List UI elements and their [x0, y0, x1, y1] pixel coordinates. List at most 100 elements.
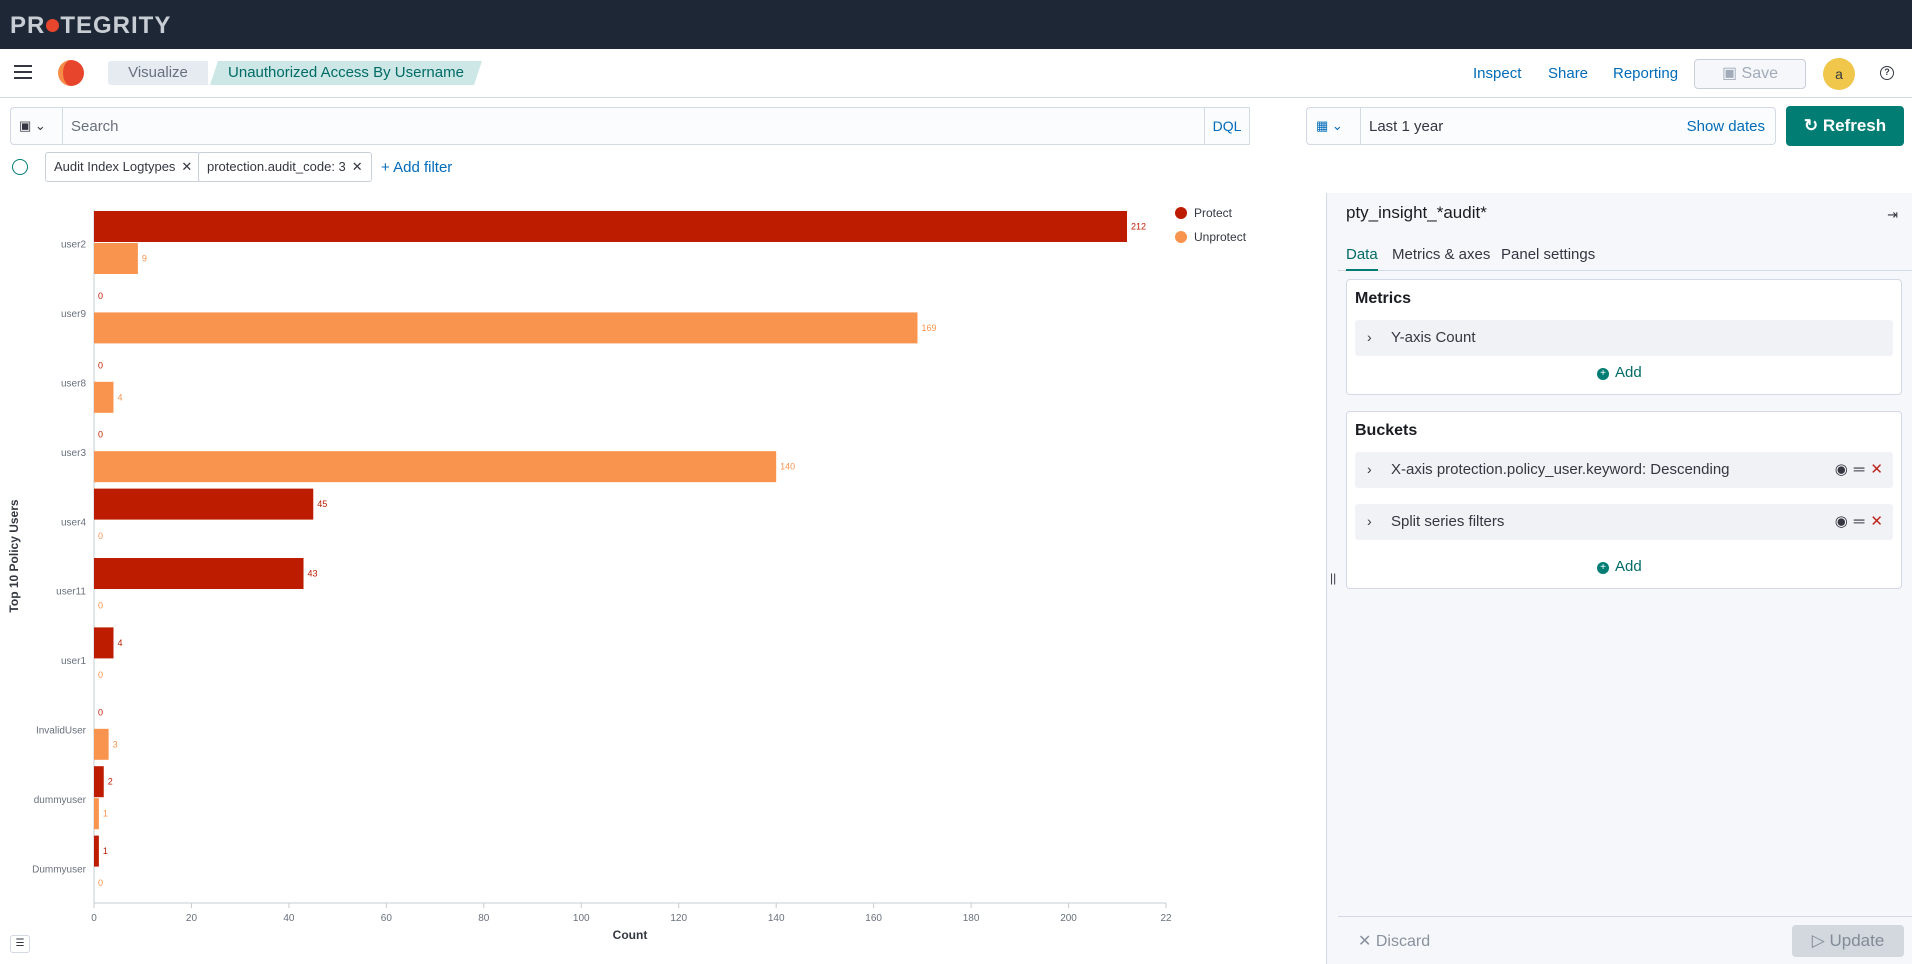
- save-icon: ▣: [1721, 65, 1742, 82]
- x-tick-label: 120: [670, 913, 687, 924]
- buckets-title: Buckets: [1355, 422, 1418, 439]
- filter-pill[interactable]: protection.audit_code: 3 ✕: [198, 152, 372, 182]
- bucket-row[interactable]: › X-axis protection.policy_user.keyword:…: [1355, 452, 1893, 488]
- saved-query-button[interactable]: ▣ ⌄: [10, 107, 62, 145]
- date-quick-menu[interactable]: ▦ ⌄: [1306, 107, 1360, 145]
- resize-handle[interactable]: ||: [1326, 193, 1338, 964]
- index-pattern-title: pty_insight_*audit*: [1346, 203, 1487, 222]
- date-range-value[interactable]: Last 1 year: [1369, 118, 1444, 135]
- help-icon[interactable]: ?: [1880, 66, 1894, 80]
- bar-protect: [94, 488, 314, 520]
- y-axis-title: Top 10 Policy Users: [7, 499, 21, 612]
- chevron-right-icon[interactable]: ›: [1367, 461, 1372, 477]
- remove-icon[interactable]: ✕: [1870, 513, 1883, 530]
- remove-icon[interactable]: ✕: [1870, 461, 1883, 478]
- x-tick-label: 20: [186, 913, 198, 924]
- refresh-button[interactable]: ↻ Refresh: [1786, 106, 1904, 146]
- breadcrumb-visualize[interactable]: Visualize: [108, 61, 208, 85]
- drag-handle-icon[interactable]: ═: [1853, 461, 1865, 478]
- saved-query-icon: ▣ ⌄: [19, 118, 46, 133]
- legend-label: Unprotect: [1194, 230, 1247, 244]
- y-tick-label: dummyuser: [34, 795, 87, 806]
- discard-button[interactable]: ✕ Discard: [1358, 933, 1431, 950]
- data-label: 2: [108, 777, 113, 787]
- app-header: Visualize Unauthorized Access By Usernam…: [0, 49, 1912, 98]
- y-tick-label: user9: [61, 309, 86, 320]
- share-link[interactable]: Share: [1548, 65, 1589, 82]
- chevron-right-icon[interactable]: ›: [1367, 513, 1372, 529]
- data-label: 212: [1131, 222, 1146, 232]
- legend-marker: [1175, 207, 1187, 219]
- search-input[interactable]: [63, 108, 1163, 144]
- drag-handle-icon[interactable]: ═: [1853, 513, 1865, 530]
- legend-label: Protect: [1194, 206, 1233, 220]
- data-label: 3: [113, 739, 118, 749]
- bar-chart: 0 20 40 60 80 100 120 140 160 180 200 22user22129us…: [7, 206, 1247, 942]
- bar-unprotect: [94, 798, 99, 830]
- app-logo-icon[interactable]: [58, 60, 84, 86]
- metrics-panel: Metrics › Y-axis Count + Add: [1346, 279, 1902, 395]
- close-icon[interactable]: ✕: [351, 159, 363, 174]
- filter-pill[interactable]: Audit Index Logtypes ✕: [45, 152, 202, 182]
- inspect-link[interactable]: Inspect: [1473, 65, 1522, 82]
- x-tick-label: 200: [1060, 913, 1077, 924]
- data-label: 4: [117, 638, 122, 648]
- bar-unprotect: [94, 728, 109, 760]
- top-bar: PR TEGRITY: [0, 0, 1912, 49]
- reporting-link[interactable]: Reporting: [1613, 65, 1679, 82]
- query-bar: ▣ ⌄ DQL ▦ ⌄ Last 1 year Show dates ↻ Ref…: [0, 98, 1912, 154]
- query-language-button[interactable]: DQL: [1204, 108, 1249, 144]
- plus-icon: +: [1597, 562, 1609, 574]
- avatar[interactable]: a: [1823, 58, 1855, 90]
- save-button[interactable]: ▣ Save: [1694, 59, 1806, 89]
- metrics-title: Metrics: [1355, 290, 1412, 307]
- add-filter-button[interactable]: + Add filter: [381, 159, 453, 176]
- y-tick-label: user3: [61, 448, 86, 459]
- tab-data[interactable]: Data: [1346, 246, 1378, 271]
- legend-toggle-icon[interactable]: ☰: [10, 935, 30, 953]
- menu-icon[interactable]: [14, 65, 32, 79]
- x-tick-label: 22: [1160, 913, 1172, 924]
- y-tick-label: user1: [61, 656, 86, 667]
- x-tick-label: 140: [768, 913, 785, 924]
- bar-protect: [94, 627, 114, 659]
- bar-protect: [94, 211, 1128, 242]
- show-dates-link[interactable]: Show dates: [1686, 118, 1765, 135]
- data-label: 45: [317, 499, 327, 509]
- data-label: 0: [98, 360, 103, 370]
- data-label: 0: [98, 291, 103, 301]
- bucket-label: Split series filters: [1391, 513, 1505, 530]
- filter-menu-icon[interactable]: [12, 159, 28, 175]
- data-label: 0: [98, 430, 103, 440]
- add-bucket-button[interactable]: + Add: [1597, 558, 1642, 575]
- chevron-right-icon[interactable]: ›: [1367, 329, 1372, 345]
- eye-icon[interactable]: ◉: [1834, 461, 1848, 478]
- bar-protect: [94, 558, 304, 589]
- sidebar-footer: ✕ Discard ▷ Update: [1338, 916, 1912, 964]
- y-tick-label: InvalidUser: [36, 726, 87, 737]
- x-tick-label: 180: [963, 913, 980, 924]
- collapse-sidebar-icon[interactable]: ⇥: [1887, 207, 1898, 222]
- metric-row[interactable]: › Y-axis Count: [1355, 320, 1893, 356]
- bar-protect: [94, 835, 99, 867]
- tab-panel-settings[interactable]: Panel settings: [1501, 246, 1596, 263]
- eye-icon[interactable]: ◉: [1834, 513, 1848, 530]
- plus-icon: +: [1597, 368, 1609, 380]
- data-label: 0: [98, 878, 103, 888]
- data-label: 0: [98, 601, 103, 611]
- sidebar-tabs: Data Metrics & axes Panel settings: [1338, 239, 1912, 271]
- date-picker[interactable]: Last 1 year Show dates: [1360, 107, 1776, 145]
- y-tick-label: user4: [61, 517, 86, 528]
- data-label: 169: [921, 323, 936, 333]
- data-label: 9: [142, 254, 147, 264]
- bucket-row[interactable]: › Split series filters ◉ ═ ✕: [1355, 504, 1893, 540]
- tab-metrics-axes[interactable]: Metrics & axes: [1392, 246, 1491, 263]
- update-button[interactable]: ▷ Update: [1792, 925, 1904, 957]
- data-label: 1: [103, 846, 108, 856]
- close-icon[interactable]: ✕: [181, 159, 193, 174]
- add-metric-button[interactable]: + Add: [1597, 364, 1642, 381]
- x-tick-label: 40: [283, 913, 295, 924]
- y-tick-label: user2: [61, 240, 86, 251]
- editor-sidebar: pty_insight_*audit* ⇥ Data Metrics & axe…: [1338, 193, 1912, 964]
- buckets-panel: Buckets › X-axis protection.policy_user.…: [1346, 411, 1902, 589]
